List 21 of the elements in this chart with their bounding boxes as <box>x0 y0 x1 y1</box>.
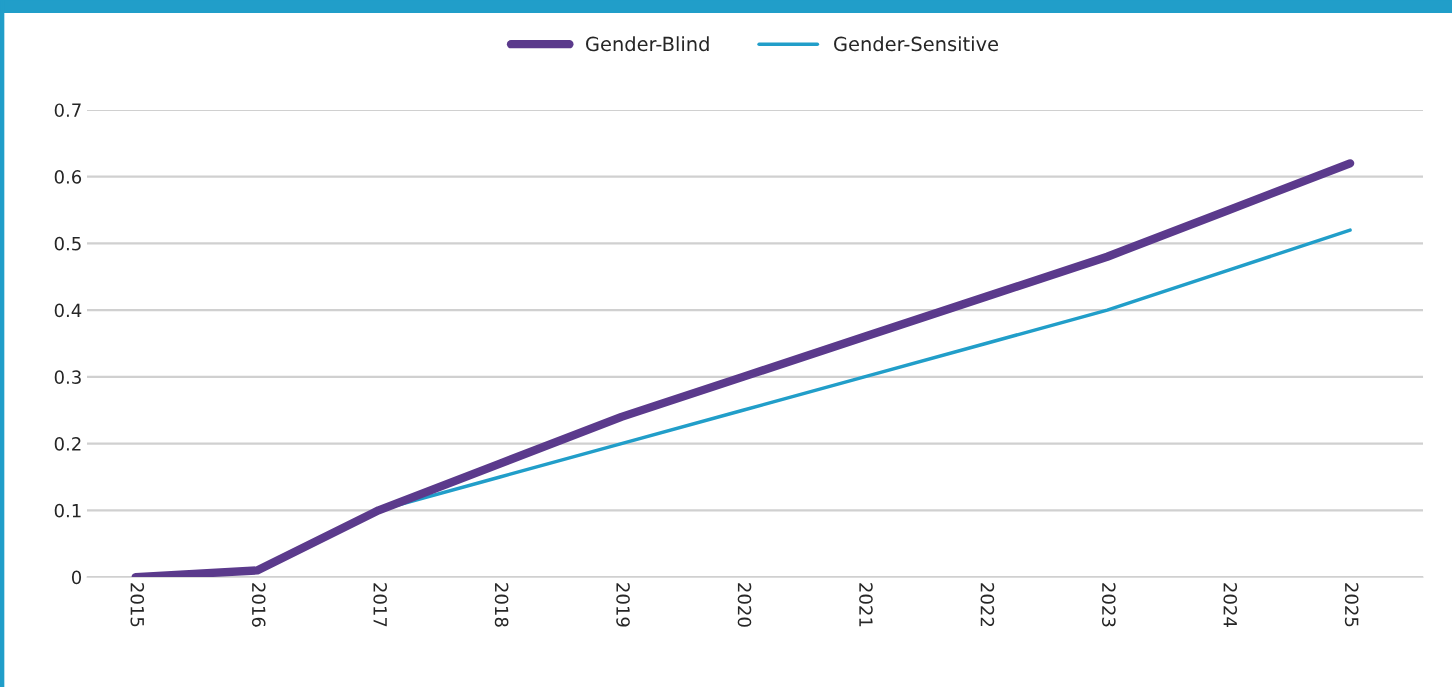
y-tick-label: 0 <box>71 570 82 585</box>
x-tick-label: 2021 <box>859 583 873 627</box>
y-tick-label: 0.4 <box>54 303 82 318</box>
y-tick-label: 0.5 <box>54 236 81 251</box>
y-tick-label: 0.6 <box>54 170 82 184</box>
x-tick-label: 2016 <box>251 583 266 627</box>
legend-label: Gender-Sensitive <box>834 36 999 52</box>
x-tick-label: 2017 <box>373 583 387 627</box>
x-tick-label: 2020 <box>737 583 752 627</box>
x-tick-label: 2025 <box>1344 583 1359 627</box>
x-tick-label: 2023 <box>1101 583 1116 627</box>
x-tick-label: 2022 <box>980 583 995 627</box>
x-tick-label: 2024 <box>1223 583 1238 627</box>
y-tick-label: 0.3 <box>54 370 81 384</box>
legend-label: Gender-Blind <box>586 36 709 52</box>
x-tick-label: 2015 <box>130 583 145 627</box>
y-tick-label: 0.2 <box>54 437 81 451</box>
x-tick-label: 2019 <box>616 583 630 627</box>
y-tick-label: 0.7 <box>54 103 81 118</box>
y-tick-label: 0.1 <box>54 503 81 518</box>
x-tick-label: 2018 <box>494 583 509 627</box>
